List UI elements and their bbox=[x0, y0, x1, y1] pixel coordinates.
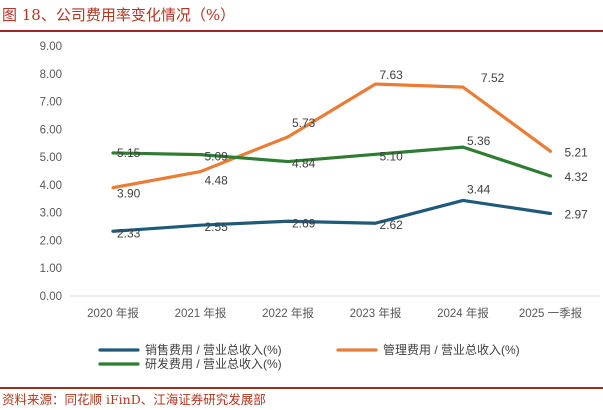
chart: 0.00 1.00 2.00 3.00 4.00 5.00 6.00 7.00 8.00 9.00… bbox=[40, 41, 600, 371]
data-label: 5.36 bbox=[467, 134, 491, 148]
data-label: 5.09 bbox=[205, 150, 229, 164]
y-tick-label: 8.00 bbox=[40, 69, 62, 81]
data-label: 3.44 bbox=[467, 182, 491, 196]
x-tick-label: 2020 年报 bbox=[87, 306, 139, 320]
y-tick-label: 2.00 bbox=[40, 235, 62, 247]
x-tick-label: 2022 年报 bbox=[262, 306, 314, 320]
data-label: 4.84 bbox=[292, 157, 316, 171]
y-tick-label: 0.00 bbox=[40, 291, 62, 303]
series-line-2 bbox=[111, 82, 553, 190]
source-note: 资料来源：同花顺 iFinD、江海证券研究发展部 bbox=[2, 392, 266, 407]
legend-label: 销售费用 / 营业总收入(%) bbox=[145, 342, 282, 357]
legend-label: 研发费用 / 营业总收入(%) bbox=[145, 356, 282, 371]
series-line-3 bbox=[111, 145, 553, 178]
x-tick-label: 2025 一季报 bbox=[519, 306, 583, 320]
legend: 销售费用 / 营业总收入(%) 管理费用 / 营业总收入(%) 研发费用 / 营业总… bbox=[98, 342, 520, 371]
data-label: 2.33 bbox=[117, 226, 141, 240]
legend-label: 管理费用 / 营业总收入(%) bbox=[383, 342, 520, 357]
y-tick-label: 7.00 bbox=[40, 97, 62, 109]
y-tick-label: 5.00 bbox=[40, 152, 62, 164]
data-label: 4.32 bbox=[565, 170, 589, 184]
x-tick-label: 2021 年报 bbox=[175, 306, 227, 320]
y-tick-label: 1.00 bbox=[40, 263, 62, 275]
source-rule bbox=[0, 387, 603, 389]
data-label: 4.48 bbox=[205, 174, 229, 188]
data-label: 7.52 bbox=[481, 71, 505, 85]
data-label: 2.55 bbox=[205, 220, 229, 234]
y-tick-label: 9.00 bbox=[40, 41, 62, 53]
data-label: 2.69 bbox=[292, 216, 316, 230]
data-label: 3.90 bbox=[117, 187, 141, 201]
series-line-1 bbox=[111, 198, 553, 233]
figure-title: 图 18、公司费用率变化情况（%） bbox=[2, 6, 236, 24]
data-label: 5.10 bbox=[380, 149, 404, 163]
data-label: 2.97 bbox=[565, 208, 589, 222]
x-axis: 2020 年报 2021 年报 2022 年报 2023 年报 2024 年报 2025 … bbox=[87, 306, 583, 320]
data-label: 5.73 bbox=[292, 116, 316, 130]
data-label: 7.63 bbox=[380, 68, 404, 82]
x-tick-label: 2024 年报 bbox=[437, 306, 489, 320]
y-tick-label: 3.00 bbox=[40, 208, 62, 220]
x-tick-label: 2023 年报 bbox=[350, 306, 402, 320]
data-labels: 2.33 2.55 2.69 2.62 3.44 2.97 3.90 4.48 5.73 7.63… bbox=[117, 68, 588, 240]
data-label: 5.21 bbox=[565, 145, 589, 159]
data-label: 2.62 bbox=[380, 218, 404, 232]
series-lines bbox=[111, 82, 553, 233]
title-rule bbox=[0, 30, 603, 32]
y-tick-label: 4.00 bbox=[40, 180, 62, 192]
y-axis: 0.00 1.00 2.00 3.00 4.00 5.00 6.00 7.00 8.00 9.00 bbox=[40, 41, 62, 303]
data-label: 5.15 bbox=[117, 146, 141, 160]
y-tick-label: 6.00 bbox=[40, 124, 62, 136]
